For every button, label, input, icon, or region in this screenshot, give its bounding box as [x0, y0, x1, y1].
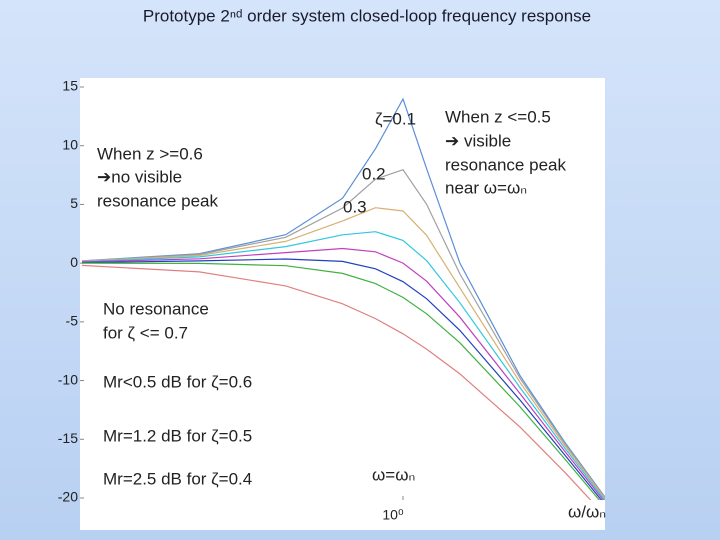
- annotation: When z <=0.5: [445, 107, 551, 126]
- y-tick-label: -15: [58, 430, 78, 446]
- annotation: ➔ visible: [445, 131, 511, 150]
- annotation: resonance peak: [445, 155, 566, 174]
- series-line: [81, 168, 605, 499]
- annotation: resonance peak: [97, 191, 218, 210]
- y-tick-label: 5: [70, 195, 78, 211]
- y-tick-label: -10: [58, 371, 78, 387]
- series-line: [81, 97, 605, 498]
- annotation: When z >=0.6: [97, 144, 203, 163]
- chart-title: Prototype 2ⁿᵈ order system closed-loop f…: [143, 6, 591, 25]
- y-tick-label: 0: [70, 254, 78, 270]
- annotation: near ω=ωₙ: [445, 178, 527, 197]
- annotation: No resonance: [103, 299, 209, 318]
- annotation: ➔no visible: [97, 167, 182, 186]
- y-tick-label: 10: [62, 136, 78, 152]
- annotation: Mr=1.2 dB for ζ=0.5: [103, 426, 252, 445]
- x-tick-label: 10⁰: [382, 507, 404, 523]
- plot: [81, 97, 605, 500]
- annotation: Mr<0.5 dB for ζ=0.6: [103, 372, 252, 391]
- y-tick-label: -5: [66, 313, 79, 329]
- annotation: ω/ωₙ: [568, 502, 606, 521]
- series-line: [81, 262, 600, 500]
- y-tick-label: 15: [62, 78, 78, 94]
- annotation: for ζ <= 0.7: [103, 323, 188, 342]
- series-line: [81, 264, 592, 500]
- series-line: [81, 258, 603, 500]
- y-tick-label: -20: [58, 489, 78, 505]
- series-line: [81, 231, 605, 500]
- annotation: ζ=0.1: [375, 109, 416, 128]
- annotation: Mr=2.5 dB for ζ=0.4: [103, 469, 252, 488]
- series-line: [81, 247, 605, 500]
- annotation: ω=ωₙ: [372, 465, 415, 484]
- annotation: 0.3: [343, 197, 367, 216]
- annotation: 0.2: [362, 164, 386, 183]
- series-line: [81, 207, 605, 500]
